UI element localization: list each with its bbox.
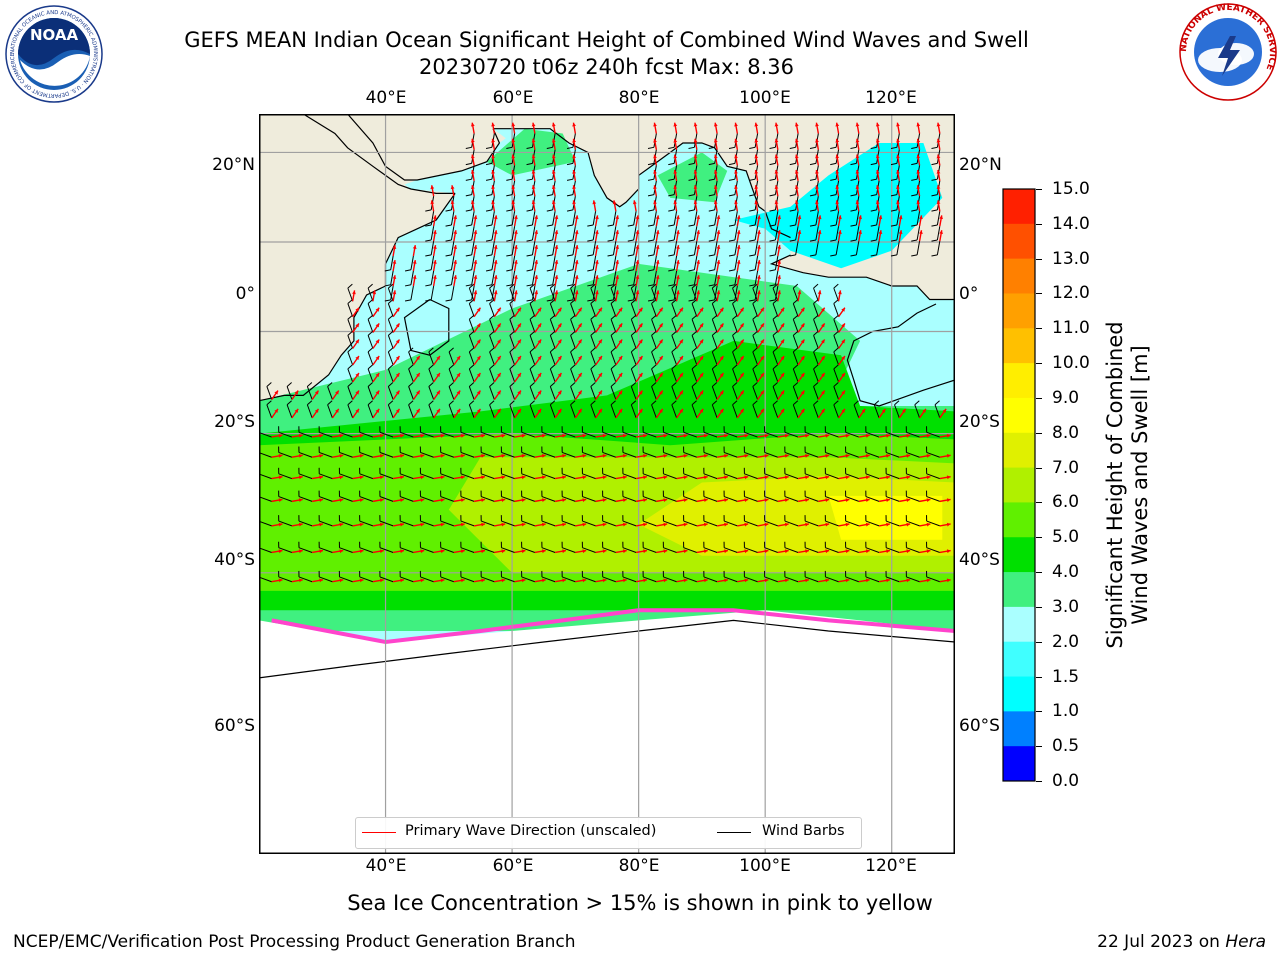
colorbar-segment [1003, 641, 1035, 678]
colorbar-tick-label: 15.0 [1052, 179, 1090, 199]
footer-date: 22 Jul 2023 on Hera [1097, 932, 1266, 952]
colorbar-tick-label: 1.0 [1052, 701, 1080, 722]
lat-tick-left-4: 40°S [214, 550, 255, 570]
wave-direction-legend-swatch [362, 832, 396, 833]
chart-title: GEFS MEAN Indian Ocean Significant Heigh… [184, 28, 1029, 52]
coastlines [259, 114, 955, 679]
colorbar-segment [1003, 189, 1035, 225]
colorbar-tick-label: 8.0 [1052, 422, 1080, 443]
colorbar-tick-label: 13.0 [1052, 248, 1090, 269]
lon-tick-bottom-3: 80°E [618, 856, 660, 876]
lat-tick-right-5: 60°S [959, 716, 1000, 736]
colorbar-tick-mark [1036, 432, 1042, 434]
wind-barbs-legend-label: Wind Barbs [762, 823, 845, 839]
colorbar-segment [1003, 711, 1035, 747]
lat-tick-left-5: 60°S [214, 716, 255, 736]
colorbar-tick-label: 9.0 [1052, 387, 1080, 408]
colorbar-tick-mark [1036, 746, 1042, 748]
colorbar-label-line2: Wind Waves and Swell [m] [1128, 345, 1152, 625]
colorbar-tick-mark [1036, 363, 1042, 365]
wave-direction-arrows [271, 122, 951, 583]
colorbar-segment [1003, 363, 1035, 399]
lon-tick-bottom-5: 120°E [865, 856, 917, 876]
colorbar-label-line1: Significant Height of Combined [1103, 321, 1127, 649]
colorbar-tick-mark [1036, 641, 1042, 643]
lat-tick-right-1: 20°N [959, 155, 1002, 175]
chart-subtitle: 20230720 t06z 240h fcst Max: 8.36 [419, 55, 794, 79]
map-legend: Primary Wave Direction (unscaled) Wind B… [355, 817, 862, 849]
colorbar-segment [1003, 676, 1035, 712]
colorbar-segment [1003, 537, 1035, 573]
nws-logo: NATIONAL WEATHER SERVICE [1179, 3, 1277, 101]
colorbar-segment [1003, 606, 1035, 643]
colorbar-label: Significant Height of Combined Wind Wave… [1103, 321, 1153, 648]
footer-host: Hera [1225, 932, 1266, 952]
lon-tick-top-4: 100°E [739, 88, 791, 108]
lat-tick-right-2: 0° [959, 284, 979, 304]
lat-tick-right-3: 20°S [959, 412, 1000, 432]
colorbar-tick-label: 0.5 [1052, 736, 1080, 757]
lon-tick-top-3: 80°E [618, 88, 660, 108]
colorbar-tick-label: 5.0 [1052, 527, 1080, 548]
colorbar-tick-mark [1036, 572, 1042, 574]
colorbar-tick-mark [1036, 537, 1042, 539]
footer-credit: NCEP/EMC/Verification Post Processing Pr… [13, 932, 576, 952]
colorbar-tick-label: 2.0 [1052, 631, 1080, 652]
lon-tick-bottom-4: 100°E [739, 856, 791, 876]
colorbar-tick-label: 7.0 [1052, 457, 1080, 478]
lat-tick-left-1: 20°N [212, 155, 255, 175]
colorbar-segment [1003, 258, 1035, 294]
footer-date-text: 22 Jul 2023 on [1097, 932, 1226, 952]
colorbar-tick-mark [1036, 711, 1042, 713]
colorbar-segment [1003, 223, 1035, 260]
colorbar-tick-label: 3.0 [1052, 596, 1080, 617]
colorbar [1002, 188, 1036, 782]
noaa-logo: NOAA NATIONAL OCEANIC AND ATMOSPHERIC AD… [5, 5, 103, 103]
colorbar-tick-mark [1036, 502, 1042, 504]
sea-ice-region [259, 608, 955, 854]
wave-direction-legend-label: Primary Wave Direction (unscaled) [405, 823, 657, 839]
colorbar-tick-label: 14.0 [1052, 213, 1090, 234]
lon-tick-bottom-1: 40°E [365, 856, 407, 876]
colorbar-tick-label: 4.0 [1052, 562, 1080, 583]
colorbar-tick-label: 10.0 [1052, 353, 1090, 374]
colorbar-segment [1003, 746, 1035, 782]
lon-tick-top-5: 120°E [865, 88, 917, 108]
colorbar-tick-label: 11.0 [1052, 318, 1090, 339]
lat-tick-right-4: 40°S [959, 550, 1000, 570]
colorbar-tick-mark [1036, 328, 1042, 330]
colorbar-tick-mark [1036, 781, 1042, 782]
colorbar-tick-mark [1036, 397, 1042, 399]
colorbar-tick-label: 12.0 [1052, 283, 1090, 304]
lon-tick-top-2: 60°E [492, 88, 534, 108]
lat-tick-left-2: 0° [235, 284, 255, 304]
colorbar-segment [1003, 467, 1035, 503]
colorbar-tick-label: 6.0 [1052, 492, 1080, 513]
colorbar-segment [1003, 432, 1035, 469]
map-frame [259, 114, 955, 854]
wave-height-map [259, 114, 955, 854]
lon-tick-bottom-2: 60°E [492, 856, 534, 876]
colorbar-tick-label: 1.5 [1052, 666, 1080, 687]
wind-barbs [259, 133, 941, 583]
lon-tick-top-1: 40°E [365, 88, 407, 108]
sea-ice-caption: Sea Ice Concentration > 15% is shown in … [347, 891, 933, 915]
colorbar-segment [1003, 572, 1035, 608]
colorbar-segment [1003, 328, 1035, 364]
colorbar-tick-mark [1036, 223, 1042, 225]
lat-tick-left-3: 20°S [214, 412, 255, 432]
colorbar-tick-mark [1036, 467, 1042, 469]
noaa-logo-text: NOAA [30, 26, 79, 44]
colorbar-tick-mark [1036, 606, 1042, 608]
colorbar-tick-mark [1036, 293, 1042, 295]
colorbar-segment [1003, 502, 1035, 538]
colorbar-segment [1003, 293, 1035, 329]
colorbar-tick-mark [1036, 189, 1042, 190]
wind-barbs-legend-swatch [717, 832, 751, 833]
colorbar-tick-label: 0.0 [1052, 771, 1080, 791]
colorbar-tick-mark [1036, 676, 1042, 678]
colorbar-segment [1003, 397, 1035, 434]
colorbar-tick-mark [1036, 258, 1042, 260]
